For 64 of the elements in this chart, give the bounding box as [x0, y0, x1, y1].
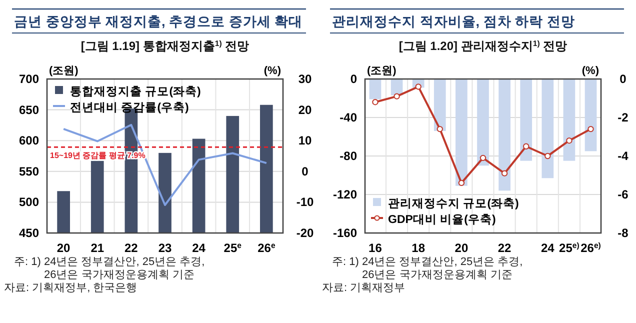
legend-label: 전년대비 증감률(우축): [70, 101, 190, 114]
legend-label: GDP대비 비율(우축): [388, 213, 496, 226]
y-tick-label: 450: [18, 226, 40, 240]
x-tick-label: 25$^{e}$: [224, 240, 242, 255]
x-tick-label: 20: [454, 241, 468, 255]
y-axis-title: (조원): [367, 65, 397, 77]
y2-tick-label: 20: [298, 102, 312, 117]
x-tick-label: 20: [56, 241, 71, 255]
chart-subtitle: [그림 1.20] 관리재정수지$^{1)}$ 전망: [398, 38, 568, 53]
x-tick-label: 25$^{e)}$: [559, 240, 580, 255]
y-axis-title: (조원): [49, 65, 79, 77]
x-tick-label: 24: [540, 241, 555, 255]
point: [372, 99, 378, 106]
y2-tick-label: 0: [302, 164, 309, 178]
y-tick-label: 550: [18, 164, 40, 178]
text: 26년은 국가재정운용계획 기준: [362, 269, 512, 281]
y2-tick-label: 10: [298, 134, 312, 148]
point: [566, 138, 572, 144]
text: 주: 1) 24년은 정부결산안, 25년은 추경,: [14, 256, 205, 268]
text: 자료: 기획재정부, 한국은행: [4, 282, 138, 294]
chart-subtitle: [그림 1.19] 통합재정지출$^{1)}$ 전망: [80, 38, 250, 53]
y2-tick-label: 0: [620, 72, 627, 86]
point: [394, 93, 400, 100]
text: 자료: 기획재정부: [322, 282, 406, 294]
y-tick-label: 700: [18, 72, 40, 86]
y-tick-label: 0: [350, 72, 358, 86]
point: [501, 170, 508, 176]
x-tick-label: 26$^{e)}$: [580, 240, 602, 255]
chart-title: 금년 중앙정부 재정지출, 추경으로 증가세 확대: [14, 14, 303, 29]
x-tick-label: 26$^{e}$: [258, 240, 276, 255]
chart-title: 관리재정수지 적자비율, 점차 하락 전망: [332, 14, 575, 29]
y2-tick-label: -10: [296, 195, 314, 210]
y-tick-label: 650: [18, 102, 40, 117]
x-tick-label: 18: [412, 241, 426, 255]
y-tick-label: -120: [332, 188, 358, 202]
x-tick-label: 23: [158, 241, 172, 255]
legend-label: 관리재정수지 규모(좌축): [388, 197, 520, 210]
point: [458, 180, 465, 186]
y-tick-label: -80: [340, 149, 358, 163]
y2-tick-label: -6: [618, 188, 629, 202]
point: [480, 154, 486, 162]
text: 주: 1) 24년은 정부결산안, 25년은 추경,: [332, 256, 523, 268]
x-tick-label: 24: [192, 241, 206, 255]
point: [523, 143, 530, 150]
y-tick-label: -160: [332, 226, 358, 240]
text: 26년은 국가재정운용계획 기준: [44, 269, 194, 281]
x-tick-label: 22: [498, 241, 512, 255]
y-tick-label: -40: [340, 110, 358, 124]
y2-tick-label: -2: [618, 110, 629, 124]
y2-axis-title: (%): [264, 65, 282, 77]
y2-tick-label: 30: [298, 72, 312, 86]
legend-label: 통합재정지출 규모(좌축): [70, 85, 202, 98]
y-tick-label: 600: [18, 134, 40, 148]
point: [436, 126, 443, 132]
y2-tick-label: -4: [618, 149, 629, 163]
point: [588, 126, 594, 132]
y2-axis-title: (%): [582, 65, 600, 77]
x-tick-label: 16: [368, 241, 382, 255]
y-tick-label: 500: [18, 195, 40, 210]
y2-tick-label: -8: [618, 226, 629, 240]
y2-tick-label: -20: [296, 226, 314, 240]
x-tick-label: 22: [124, 241, 138, 255]
x-tick-label: 21: [90, 241, 104, 255]
point: [544, 152, 551, 160]
